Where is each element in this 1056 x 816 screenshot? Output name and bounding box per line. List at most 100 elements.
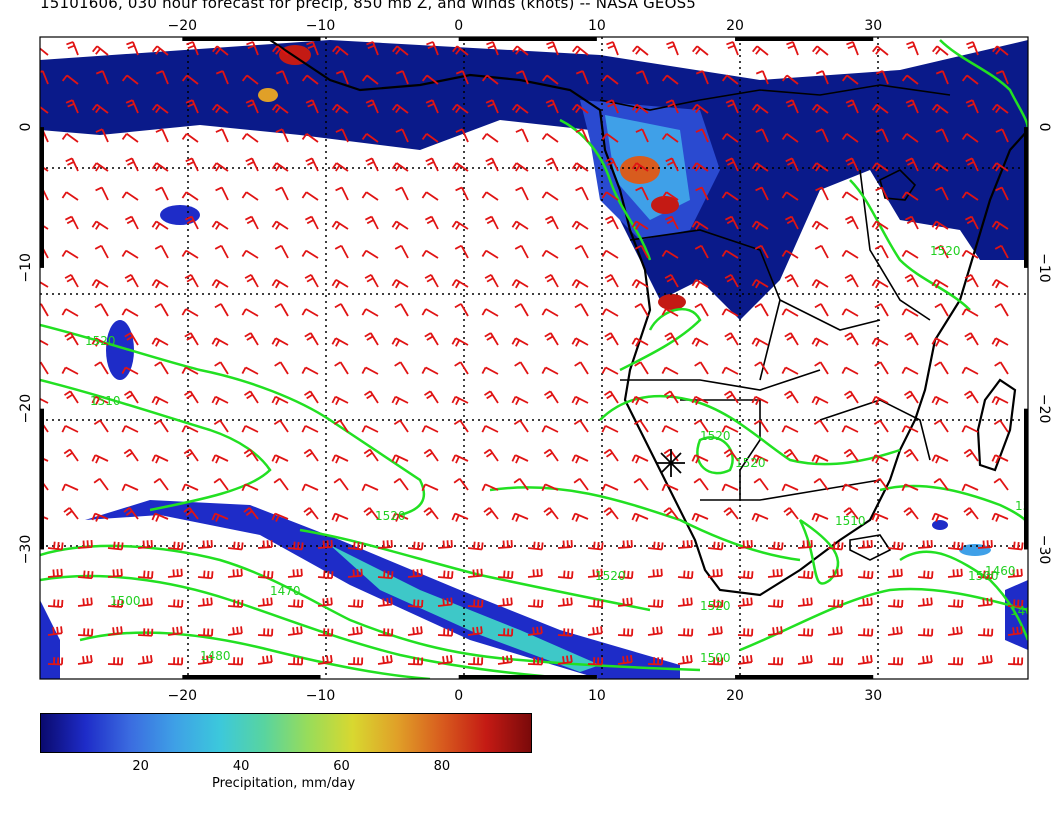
wind-barb: [481, 74, 499, 85]
wind-barb: [664, 273, 679, 288]
wind-barb: [154, 303, 169, 317]
wind-barb: [737, 570, 754, 580]
wind-barb: [963, 507, 979, 520]
wind-barb: [691, 454, 709, 464]
wind-barb: [571, 512, 589, 522]
wind-barb: [421, 483, 439, 492]
wind-barb: [197, 539, 213, 549]
wind-barb: [991, 279, 1009, 289]
wind-barb: [617, 628, 634, 637]
wind-barb: [257, 570, 274, 580]
wind-barb: [514, 303, 529, 317]
wind-barb: [184, 332, 199, 346]
wind-barb: [1007, 626, 1023, 636]
wind-barb: [515, 70, 529, 85]
wind-barb: [737, 597, 753, 607]
wind-barb: [347, 657, 364, 666]
wind-barb: [451, 103, 469, 114]
wind-barb: [94, 303, 109, 317]
wind-barb: [661, 366, 679, 375]
wind-barb: [303, 507, 319, 520]
wind-barb: [601, 366, 619, 375]
wind-barb: [661, 249, 679, 259]
wind-barb: [274, 303, 289, 317]
wind-barb: [61, 308, 79, 317]
wind-barb: [872, 45, 889, 56]
frame-bar: [40, 127, 44, 268]
wind-barb: [723, 507, 739, 520]
wind-barb: [424, 273, 439, 288]
precip-belt-north: [40, 40, 1028, 320]
wind-barb: [91, 162, 109, 172]
wind-barb: [931, 454, 949, 464]
wind-barb: [227, 541, 244, 551]
wind-barb: [437, 654, 453, 665]
wind-barb: [361, 74, 379, 85]
wind-barb: [211, 220, 229, 230]
contour-label: 1460: [1010, 604, 1041, 618]
wind-barb: [543, 507, 559, 520]
wind-barb: [91, 454, 109, 464]
wind-barb: [934, 244, 949, 259]
lon-tick-label: 20: [726, 688, 744, 704]
wind-barb: [665, 99, 679, 114]
wind-barb: [871, 279, 889, 289]
wind-barb: [754, 361, 769, 375]
wind-barb: [813, 477, 829, 491]
wind-barb: [65, 99, 79, 114]
wind-barb: [347, 568, 363, 578]
wind-barb: [454, 303, 469, 317]
wind-barb: [481, 308, 499, 317]
wind-barb: [707, 599, 724, 608]
wind-barb: [605, 99, 619, 114]
frame-bar: [735, 37, 874, 41]
wind-barb: [181, 308, 199, 317]
wind-barb: [933, 477, 949, 491]
wind-barb: [587, 568, 603, 578]
wind-barb: [695, 186, 709, 201]
wind-barb: [211, 512, 229, 522]
wind-barb: [155, 70, 169, 85]
wind-barb: [721, 74, 739, 85]
wind-barb: [64, 273, 79, 288]
wind-barb: [275, 128, 289, 143]
contour-label: 1500: [700, 651, 731, 665]
wind-barb: [275, 186, 289, 201]
wind-barb: [995, 186, 1009, 201]
wind-barb: [271, 454, 289, 464]
wind-barb: [77, 654, 93, 665]
wind-barb: [93, 419, 109, 433]
wind-barb: [694, 244, 709, 259]
wind-barb: [95, 128, 109, 143]
wind-barb: [841, 308, 859, 317]
wind-barb: [724, 390, 739, 404]
wind-barb: [677, 570, 694, 580]
wind-barb: [95, 186, 109, 201]
wind-barb: [361, 483, 379, 492]
wind-barb: [571, 279, 589, 289]
frame-bar: [1024, 127, 1028, 268]
wind-barb: [661, 133, 679, 143]
wind-barb: [815, 186, 829, 201]
wind-barb: [721, 483, 739, 492]
wind-barb: [483, 507, 499, 520]
wind-barb: [991, 162, 1009, 172]
wind-barb: [783, 507, 799, 520]
wind-barb: [901, 191, 919, 201]
wind-barb: [751, 512, 769, 522]
wind-barb: [995, 70, 1009, 85]
wind-barb: [77, 628, 94, 637]
wind-barb: [304, 273, 319, 288]
wind-barb: [497, 628, 514, 637]
wind-barb: [541, 133, 559, 143]
wind-barb: [167, 599, 184, 608]
wind-barb: [185, 99, 199, 114]
wind-barb: [797, 628, 814, 637]
wind-barb: [811, 162, 829, 172]
wind-barb: [377, 539, 393, 549]
wind-barb: [575, 186, 589, 201]
contour-label: 1510: [1015, 499, 1046, 513]
wind-barb: [786, 41, 799, 56]
wind-barb: [511, 454, 529, 464]
wind-barb: [304, 390, 319, 404]
